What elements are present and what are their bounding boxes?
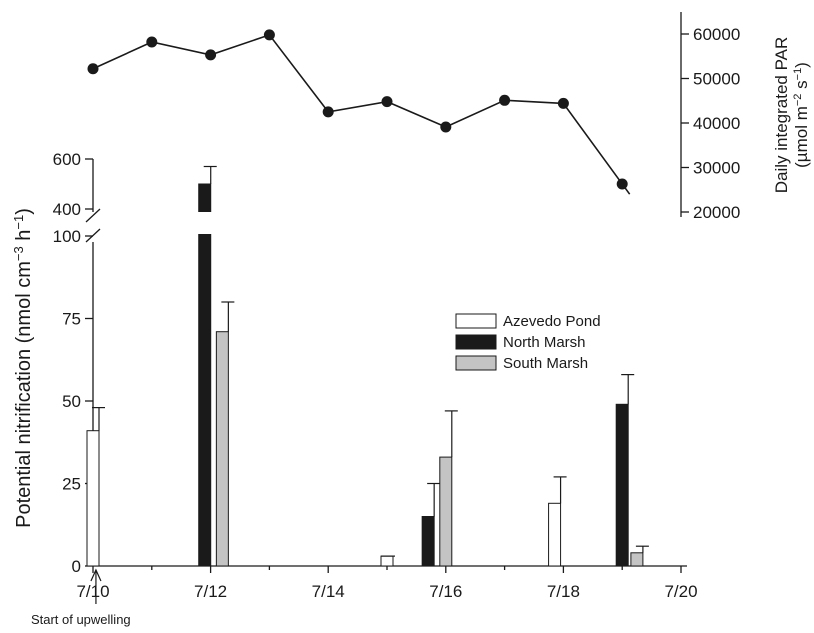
par-point	[263, 29, 275, 41]
upwelling-label: Start of upwelling	[31, 612, 131, 627]
x-tick-label: 7/10	[76, 582, 109, 601]
bar	[439, 456, 453, 567]
par-point	[146, 36, 158, 48]
par-point	[499, 94, 511, 106]
y-tick-label: 25	[62, 475, 81, 494]
y-tick-label: 400	[53, 200, 81, 219]
x-tick-label: 7/16	[429, 582, 462, 601]
bars-group	[86, 165, 649, 567]
x-tick-label: 7/18	[547, 582, 580, 601]
legend-label: Azevedo Pond	[503, 313, 601, 330]
y-tick-label: 50	[62, 392, 81, 411]
y-tick-label: 600	[53, 150, 81, 169]
bar	[548, 502, 562, 567]
par-point	[440, 121, 452, 133]
y-tick-label: 75	[62, 310, 81, 329]
bar	[215, 331, 229, 567]
left-axis-title: Potential nitrification (nmol cm−3 h−1)	[11, 208, 36, 528]
par-point	[381, 96, 393, 108]
legend-label: North Marsh	[503, 334, 586, 351]
right-axis-title-line2: (µmol m−2 s−1)	[792, 62, 811, 168]
par-line-group	[87, 29, 631, 195]
bar	[86, 430, 100, 567]
x-tick-label: 7/20	[664, 582, 697, 601]
right-y-tick-label: 60000	[693, 25, 740, 44]
axes-group: 7/10 7/12 7/14 7/16 7/18 7/20 0 25 50 75 100 400 600…	[31, 12, 740, 627]
bar	[421, 516, 435, 567]
bar	[198, 233, 212, 567]
legend-swatch	[455, 334, 497, 350]
right-y-tick-label: 50000	[693, 70, 740, 89]
bar	[615, 403, 629, 567]
y-tick-label: 100	[53, 227, 81, 246]
bar	[380, 555, 394, 567]
par-series-line	[92, 33, 631, 195]
par-point	[205, 49, 217, 61]
right-y-tick-label: 20000	[693, 203, 740, 222]
legend-label: South Marsh	[503, 355, 588, 372]
y-tick-label: 0	[72, 557, 81, 576]
legend: Azevedo Pond North Marsh South Marsh	[455, 313, 601, 372]
x-tick-label: 7/12	[194, 582, 227, 601]
x-tick-label: 7/14	[312, 582, 345, 601]
par-point	[322, 106, 334, 118]
bar	[198, 183, 212, 213]
right-axis-title-line1: Daily integrated PAR	[772, 37, 791, 194]
legend-swatch	[455, 355, 497, 371]
par-point	[87, 63, 99, 75]
right-y-tick-label: 30000	[693, 159, 740, 178]
legend-swatch	[455, 313, 497, 329]
right-y-tick-label: 40000	[693, 114, 740, 133]
y-axis-break-mark	[85, 208, 101, 223]
bar-break-gap	[197, 212, 212, 234]
upwelling-arrowhead	[90, 568, 102, 582]
par-point	[557, 97, 569, 109]
par-point	[616, 178, 628, 190]
bar	[630, 552, 644, 567]
